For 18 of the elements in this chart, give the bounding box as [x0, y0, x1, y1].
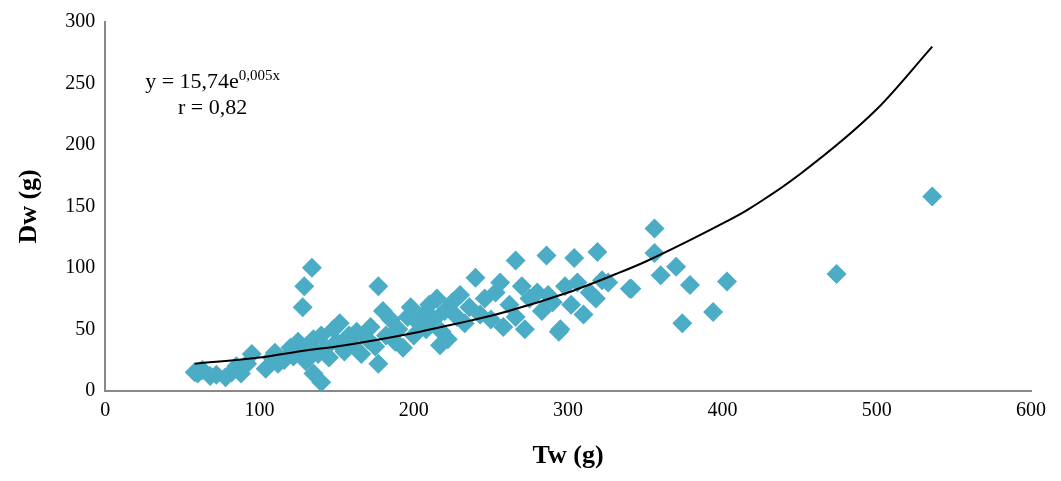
x-tick-label: 0	[100, 398, 111, 421]
x-tick-label: 500	[861, 398, 892, 421]
x-tick-label: 100	[244, 398, 275, 421]
y-tick-label: 200	[65, 132, 96, 155]
y-tick-label: 300	[65, 9, 96, 32]
x-tick-label: 300	[553, 398, 584, 421]
y-tick-label: 250	[65, 70, 96, 93]
y-tick-label: 150	[65, 193, 96, 216]
y-tick-label: 100	[65, 255, 96, 278]
y-tick-label: 0	[85, 378, 96, 401]
y-axis-title: Dw (g)	[13, 169, 43, 244]
x-tick-label: 600	[1016, 398, 1046, 421]
y-tick-label: 50	[75, 316, 96, 339]
x-tick-label: 200	[398, 398, 429, 421]
annotation: r = 0,82	[177, 94, 249, 121]
x-tick-label: 400	[707, 398, 738, 421]
annotation: y = 15,74e$^{0,005x}$	[145, 66, 281, 95]
x-axis-title: Tw (g)	[532, 440, 604, 470]
